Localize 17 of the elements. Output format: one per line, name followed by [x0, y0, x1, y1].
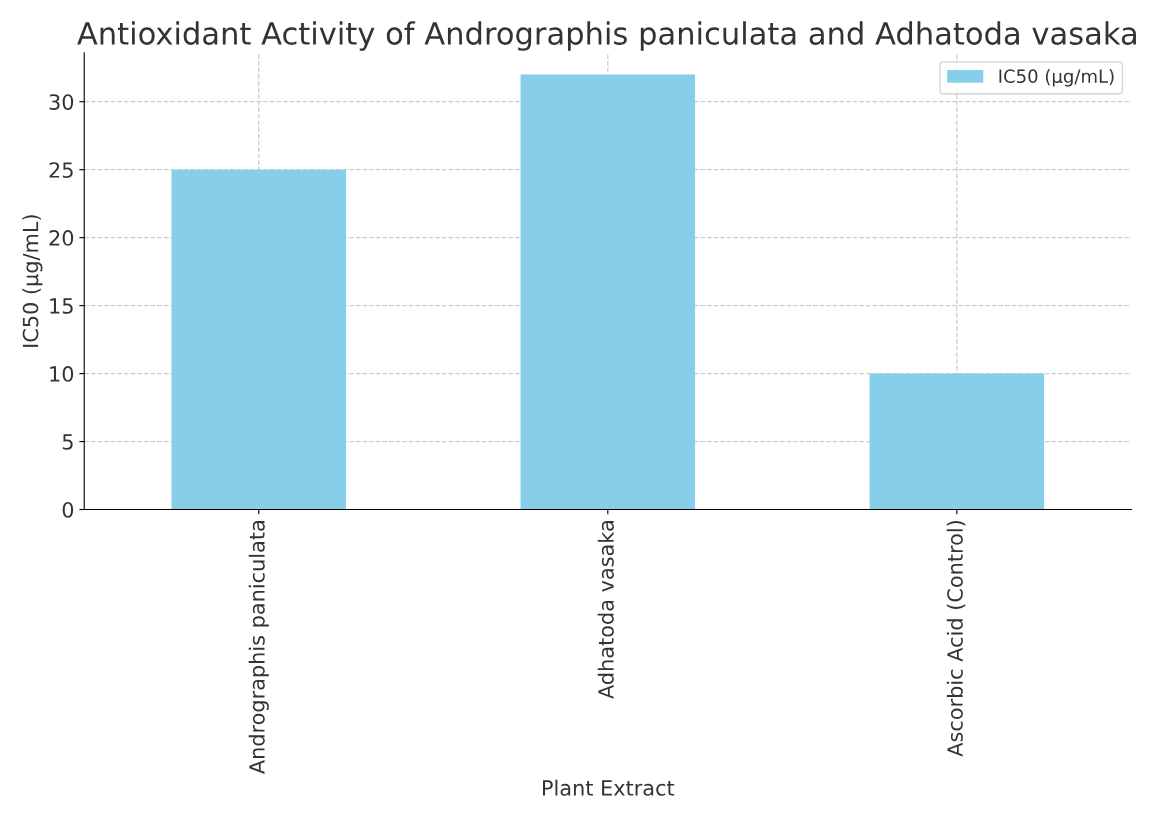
- chart-title: Antioxidant Activity of Andrographis paniculata and Adhatoda vasaka: [77, 21, 1136, 51]
- bar: [869, 373, 1045, 510]
- x-tick-label: Adhatoda vasaka: [597, 521, 614, 699]
- y-axis-title: IC50 (µg/mL): [22, 215, 43, 347]
- x-tick-label: Ascorbic Acid (Control): [946, 521, 966, 757]
- x-axis-title: Plant Extract: [543, 779, 675, 796]
- y-tick-label: 5: [62, 434, 73, 450]
- y-tick-label: 0: [62, 501, 74, 518]
- legend-label: IC50 (µg/mL): [999, 69, 1114, 87]
- y-tick-label: 10: [50, 366, 74, 382]
- bar: [520, 74, 696, 510]
- y-tick-label: 25: [49, 162, 73, 178]
- bar: [171, 169, 347, 510]
- x-tick-label: Andrographis paniculata: [248, 521, 269, 774]
- y-tick-label: 30: [49, 94, 74, 110]
- y-tick-label: 20: [49, 230, 74, 246]
- y-tick-label: 15: [50, 298, 73, 314]
